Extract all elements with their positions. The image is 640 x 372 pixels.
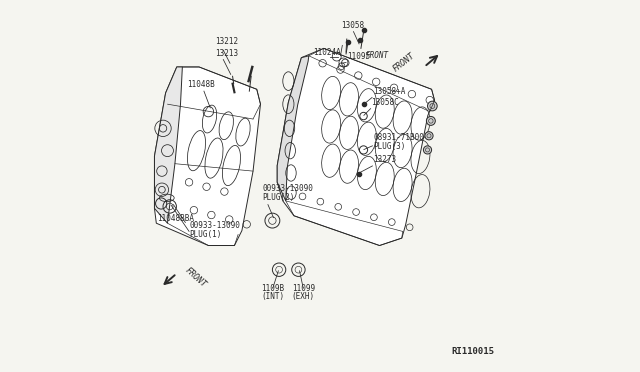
Text: (EXH): (EXH) bbox=[292, 292, 315, 301]
Text: FRONT: FRONT bbox=[392, 51, 417, 74]
Circle shape bbox=[426, 116, 435, 125]
Text: 00933-13090: 00933-13090 bbox=[262, 185, 313, 193]
Circle shape bbox=[428, 101, 437, 111]
Polygon shape bbox=[277, 56, 309, 201]
Text: PLUG(3): PLUG(3) bbox=[373, 142, 406, 151]
Text: 13058: 13058 bbox=[342, 21, 365, 30]
Text: FRONT: FRONT bbox=[184, 266, 208, 289]
Text: 1109B: 1109B bbox=[261, 284, 284, 293]
Circle shape bbox=[424, 146, 431, 154]
Text: 11095: 11095 bbox=[347, 52, 370, 61]
Text: 08931-71B00: 08931-71B00 bbox=[373, 133, 424, 142]
Circle shape bbox=[425, 132, 433, 140]
Text: 13058C: 13058C bbox=[371, 98, 399, 107]
Text: 13212: 13212 bbox=[215, 38, 238, 46]
Text: 13058+A: 13058+A bbox=[373, 87, 405, 96]
Polygon shape bbox=[277, 48, 435, 246]
Polygon shape bbox=[154, 67, 182, 223]
Text: FRONT: FRONT bbox=[365, 51, 389, 60]
Text: (INT): (INT) bbox=[261, 292, 284, 301]
Text: 13273: 13273 bbox=[373, 155, 396, 164]
Text: RI110015: RI110015 bbox=[451, 347, 494, 356]
Text: 00933-13090: 00933-13090 bbox=[189, 221, 240, 230]
Text: 11048B: 11048B bbox=[187, 80, 214, 89]
Text: PLUG(1): PLUG(1) bbox=[189, 230, 221, 239]
Polygon shape bbox=[154, 67, 260, 246]
Text: 11099: 11099 bbox=[292, 284, 315, 293]
Text: 11048BBA: 11048BBA bbox=[157, 214, 194, 223]
Text: PLUG(2): PLUG(2) bbox=[262, 193, 294, 202]
Text: 13213: 13213 bbox=[215, 49, 238, 58]
Text: 11024A: 11024A bbox=[314, 48, 341, 57]
